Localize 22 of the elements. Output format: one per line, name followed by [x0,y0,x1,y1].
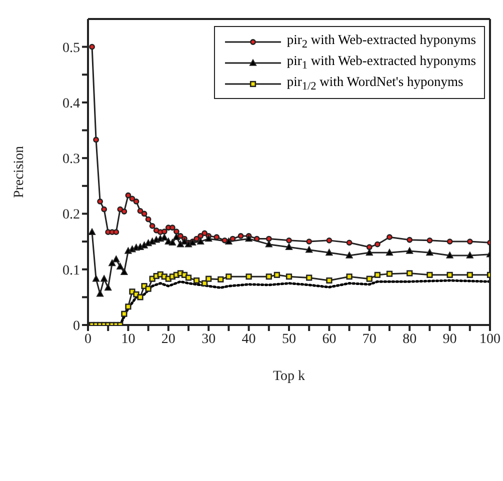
y-tick-label: 0.4 [62,96,80,112]
y-tick-label: 0 [73,318,80,334]
x-axis-title: Top k [272,369,306,384]
legend-label: pir$_{2}$ with Web-extracted hyponyms [286,32,476,51]
y-tick-label: 0.2 [62,208,80,223]
x-tick-label: 100 [480,332,500,347]
y-axis-title: Precision [12,146,27,198]
y-tick-label: 0.1 [62,263,80,278]
x-tick-label: 0 [84,332,92,347]
y-tick-label: 0.5 [62,40,80,56]
x-tick-label: 20 [161,332,176,347]
y-tick-label: 0.3 [62,152,80,168]
x-tick-label: 70 [362,332,376,347]
x-tick-label: 80 [402,332,417,347]
x-tick-label: 40 [242,332,256,347]
x-tick-label: 10 [121,332,136,347]
legend-label: pir$_{1/2}$ with WordNet's hyponyms [286,74,464,93]
legend-label: pir$_{1}$ with Web-extracted hyponyms [286,53,476,72]
x-tick-label: 30 [202,332,216,347]
x-tick-label: 60 [322,332,336,347]
x-tick-label: 90 [442,332,457,347]
x-tick-label: 50 [282,332,296,347]
